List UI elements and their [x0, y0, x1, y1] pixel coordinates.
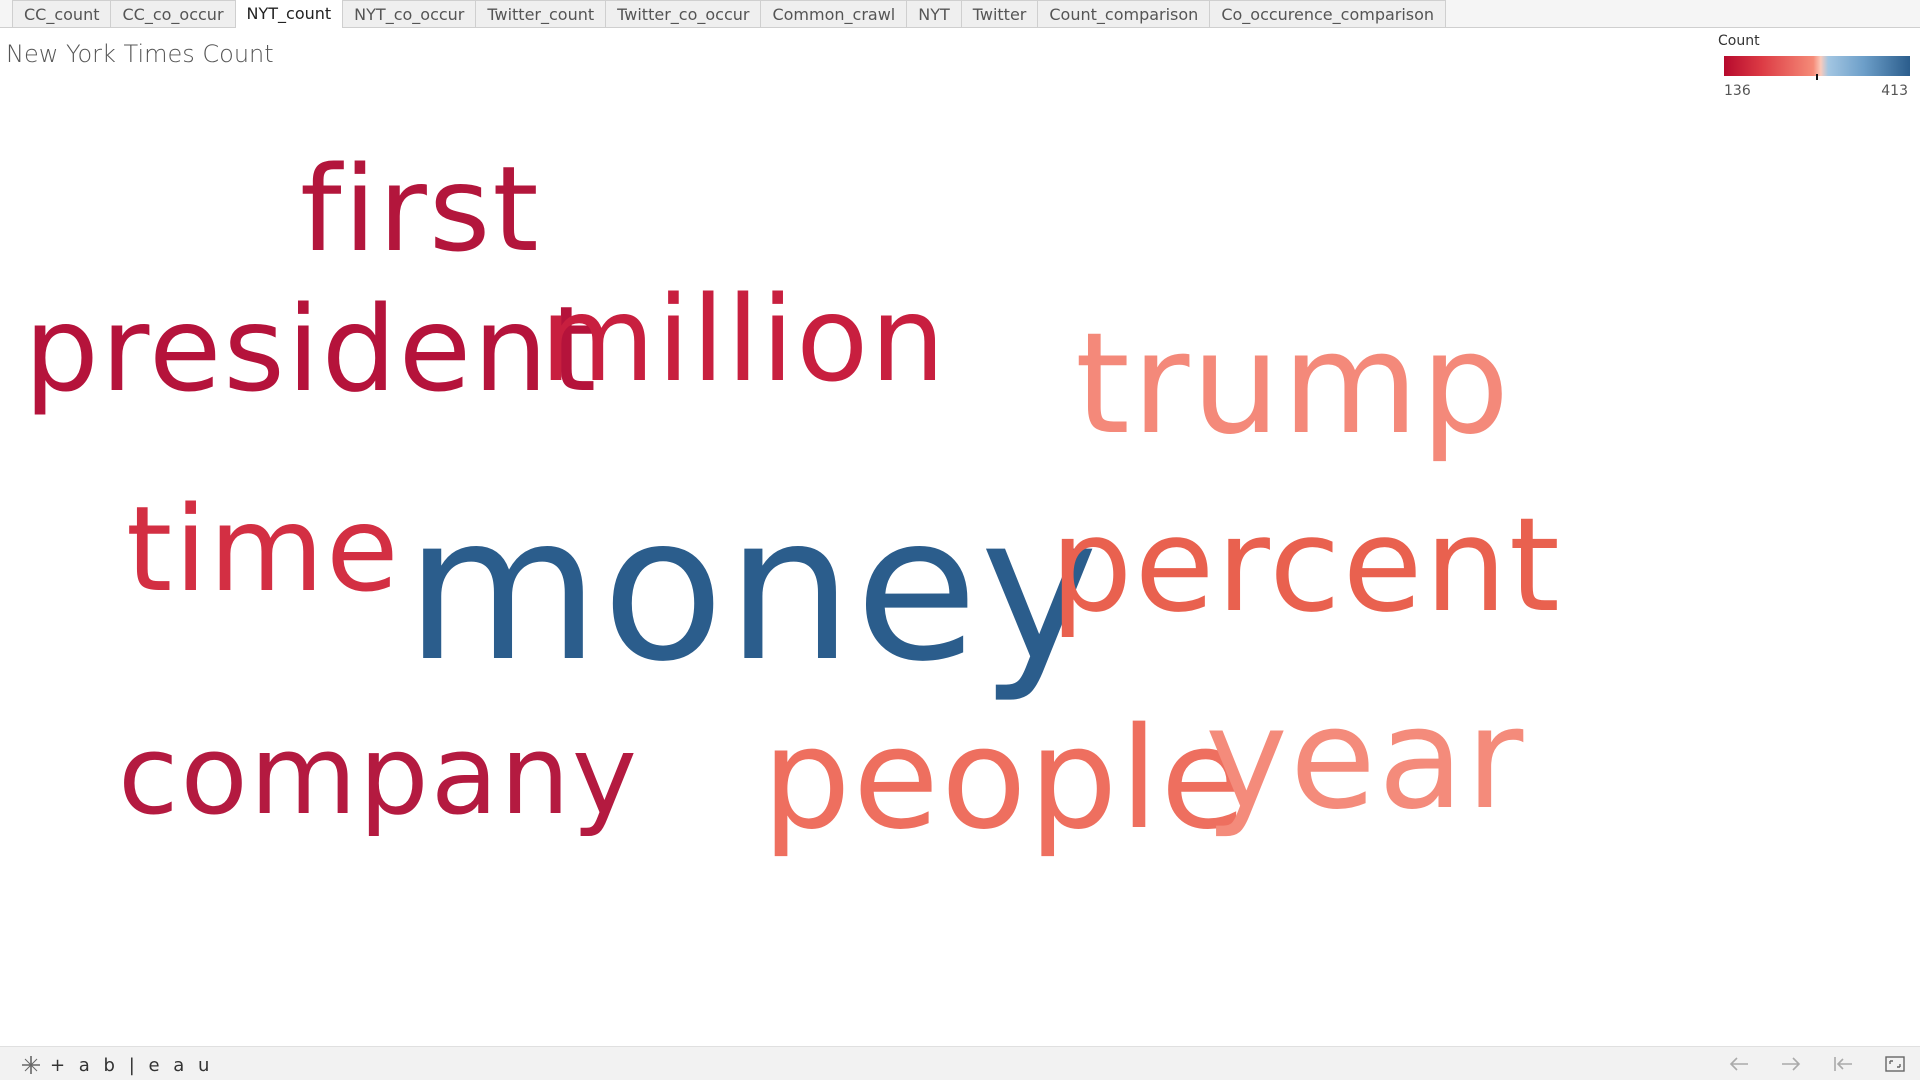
tab-nyt-count[interactable]: NYT_count [234, 0, 344, 28]
word-cloud: first president million trump time money… [0, 90, 1920, 1040]
page-title: New York Times Count [6, 40, 274, 68]
word-people[interactable]: people [762, 698, 1249, 861]
revert-icon[interactable] [1832, 1055, 1854, 1073]
tab-cc-count[interactable]: CC_count [12, 0, 112, 27]
word-trump[interactable]: trump [1075, 303, 1512, 466]
tab-twitter-co-occur[interactable]: Twitter_co_occur [605, 0, 762, 27]
legend-min-value: 136 [1724, 83, 1751, 99]
tab-count-comparison[interactable]: Count_comparison [1037, 0, 1211, 27]
legend-max-value: 413 [1881, 83, 1908, 99]
legend-gradient-bar [1724, 56, 1910, 80]
undo-icon[interactable] [1728, 1055, 1750, 1073]
tab-co-occurence-comparison[interactable]: Co_occurence_comparison [1209, 0, 1447, 27]
word-company[interactable]: company [118, 711, 639, 839]
word-president[interactable]: president [24, 280, 599, 418]
tableau-mark-icon [22, 1056, 40, 1074]
tab-twitter-count[interactable]: Twitter_count [475, 0, 607, 27]
word-first[interactable]: first [300, 140, 541, 278]
bottom-toolbar: + a b | e a u [0, 1046, 1920, 1080]
legend-title: Count [1718, 33, 1760, 49]
redo-icon[interactable] [1780, 1055, 1802, 1073]
tab-cc-co-occur[interactable]: CC_co_occur [110, 0, 236, 27]
tab-nyt[interactable]: NYT [906, 0, 962, 27]
tab-twitter[interactable]: Twitter [960, 0, 1039, 27]
legend-center-mark [1816, 74, 1818, 80]
fullscreen-icon[interactable] [1884, 1055, 1906, 1073]
sheet-tab-bar: CC_count CC_co_occur NYT_count NYT_co_oc… [0, 0, 1920, 28]
word-percent[interactable]: percent [1050, 489, 1562, 641]
tab-common-crawl[interactable]: Common_crawl [760, 0, 908, 27]
tableau-wordmark: + a b | e a u [50, 1054, 214, 1076]
word-year[interactable]: year [1205, 678, 1526, 841]
word-money[interactable]: money [405, 473, 1101, 706]
color-legend[interactable]: Count 136 413 [1718, 33, 1910, 99]
word-time[interactable]: time [126, 480, 401, 618]
tableau-logo[interactable]: + a b | e a u [20, 1054, 213, 1076]
word-million[interactable]: million [540, 270, 948, 408]
tab-nyt-co-occur[interactable]: NYT_co_occur [342, 0, 477, 27]
